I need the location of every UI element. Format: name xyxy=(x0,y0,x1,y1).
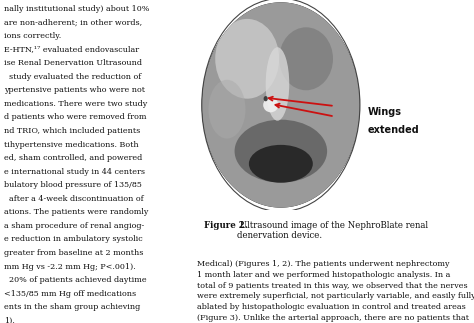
Text: after a 4-week discontinuation of: after a 4-week discontinuation of xyxy=(4,195,144,203)
Text: E-HTN,¹⁷ evaluated endovascular: E-HTN,¹⁷ evaluated endovascular xyxy=(4,46,139,54)
Text: ations. The patients were randomly: ations. The patients were randomly xyxy=(4,208,148,216)
Text: (Figure 3). Unlike the arterial approach, there are no patients that: (Figure 3). Unlike the arterial approach… xyxy=(197,314,469,322)
Text: nally institutional study) about 10%: nally institutional study) about 10% xyxy=(4,5,149,13)
Text: extended: extended xyxy=(367,125,419,135)
Text: ed, sham controlled, and powered: ed, sham controlled, and powered xyxy=(4,154,142,162)
Text: e international study in 44 centers: e international study in 44 centers xyxy=(4,168,145,176)
Text: Medical) (Figures 1, 2). The patients underwent nephrectomy: Medical) (Figures 1, 2). The patients un… xyxy=(197,260,449,268)
Text: ents in the sham group achieving: ents in the sham group achieving xyxy=(4,303,140,311)
Text: nd TRIO, which included patients: nd TRIO, which included patients xyxy=(4,127,140,135)
Ellipse shape xyxy=(264,96,268,101)
Text: 20% of patients achieved daytime: 20% of patients achieved daytime xyxy=(4,276,146,284)
Text: 1).: 1). xyxy=(4,317,15,323)
Text: Wings: Wings xyxy=(367,107,401,117)
Ellipse shape xyxy=(279,27,333,90)
Text: medications. There were two study: medications. There were two study xyxy=(4,100,147,108)
Ellipse shape xyxy=(249,145,313,182)
Ellipse shape xyxy=(235,120,327,182)
Ellipse shape xyxy=(209,80,246,139)
Text: are non-adherent; in other words,: are non-adherent; in other words, xyxy=(4,18,142,26)
Text: a sham procedure of renal angiog-: a sham procedure of renal angiog- xyxy=(4,222,144,230)
Ellipse shape xyxy=(263,98,278,112)
Ellipse shape xyxy=(215,19,279,99)
Text: 1 month later and we performed histopathologic analysis. In a: 1 month later and we performed histopath… xyxy=(197,271,450,279)
Text: d patients who were removed from: d patients who were removed from xyxy=(4,113,146,121)
Text: mm Hg vs -2.2 mm Hg; P<.001).: mm Hg vs -2.2 mm Hg; P<.001). xyxy=(4,263,136,271)
Text: ablated by histopathologic evaluation in control and treated areas: ablated by histopathologic evaluation in… xyxy=(197,303,465,311)
Text: ions correctly.: ions correctly. xyxy=(4,32,61,40)
Ellipse shape xyxy=(202,0,360,212)
Text: Ultrasound image of the NephroBlate renal denervation device.: Ultrasound image of the NephroBlate rena… xyxy=(237,221,428,240)
Text: <135/85 mm Hg off medications: <135/85 mm Hg off medications xyxy=(4,290,136,298)
Text: e reduction in ambulatory systolic: e reduction in ambulatory systolic xyxy=(4,235,143,244)
Text: bulatory blood pressure of 135/85: bulatory blood pressure of 135/85 xyxy=(4,181,142,189)
Text: ise Renal Denervation Ultrasound: ise Renal Denervation Ultrasound xyxy=(4,59,142,67)
Text: tihypertensive medications. Both: tihypertensive medications. Both xyxy=(4,141,138,149)
Text: were extremely superficial, not particularly variable, and easily fully: were extremely superficial, not particul… xyxy=(197,292,474,300)
Text: greater from baseline at 2 months: greater from baseline at 2 months xyxy=(4,249,143,257)
Text: study evaluated the reduction of: study evaluated the reduction of xyxy=(4,73,141,81)
Ellipse shape xyxy=(266,47,289,121)
Text: ypertensive patients who were not: ypertensive patients who were not xyxy=(4,86,145,94)
Text: total of 9 patients treated in this way, we observed that the nerves: total of 9 patients treated in this way,… xyxy=(197,282,467,290)
Text: Figure 2.: Figure 2. xyxy=(204,221,247,230)
